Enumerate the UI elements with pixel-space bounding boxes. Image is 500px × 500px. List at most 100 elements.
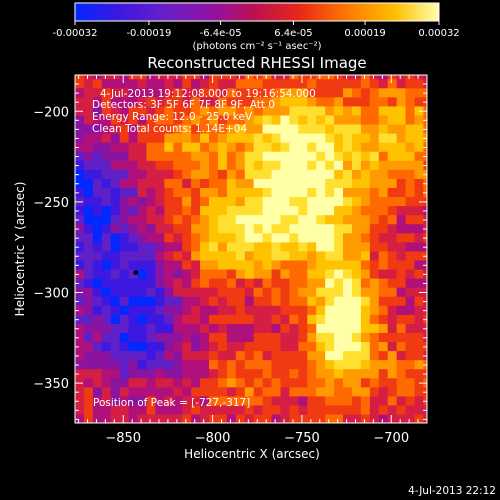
heatmap-cell [262,160,273,170]
heatmap-cell [423,114,427,125]
heatmap-cell [173,205,183,216]
heatmap-cell [396,214,407,225]
heatmap-cell [75,223,85,234]
heatmap-cell [110,223,121,234]
heatmap-cell [235,323,246,333]
heatmap-cell [146,323,157,333]
heatmap-cell [396,78,407,89]
heatmap-cell [298,413,308,423]
heatmap-cell [244,178,255,188]
heatmap-cell [387,187,398,198]
heatmap-cell [110,377,121,388]
heatmap-cell [191,341,201,352]
heatmap-cell [173,250,183,261]
heatmap-cell [343,114,353,125]
heatmap-cell [83,350,94,361]
heatmap-cell [396,395,407,406]
heatmap-cell [369,314,380,324]
heatmap-cell [253,232,264,243]
heatmap-cell [92,151,103,161]
heatmap-cell [280,377,291,388]
heatmap-cell [200,169,210,179]
heatmap-cell [262,78,273,89]
heatmap-cell [137,359,148,370]
heatmap-cell [253,368,264,379]
heatmap-cell [200,223,210,234]
heatmap-cell [280,241,291,252]
colorbar-tick-label: 6.4e-05 [274,28,312,39]
heatmap-cell [334,178,344,188]
heatmap-cell [289,395,299,406]
heatmap-cell [325,214,335,225]
heatmap-cell [378,395,389,406]
heatmap-cell [128,386,139,397]
heatmap-cell [316,214,326,225]
heatmap-cell [334,314,344,324]
heatmap-cell [378,386,389,397]
heatmap-cell [253,314,264,324]
heatmap-cell [423,160,427,170]
heatmap-cell [369,395,380,406]
heatmap-cell [325,377,335,388]
heatmap-cell [271,223,282,234]
heatmap-cell [387,214,398,225]
heatmap-cell [217,105,228,116]
heatmap-cell [137,205,148,216]
heatmap-cell [209,75,219,80]
heatmap-cell [334,96,344,107]
heatmap-cell [164,413,174,423]
heatmap-cell [164,332,174,343]
heatmap-cell [289,160,299,170]
heatmap-cell [316,314,326,324]
heatmap-cell [226,332,237,343]
heatmap-cell [119,305,130,315]
heatmap-cell [191,377,201,388]
heatmap-cell [191,305,201,315]
heatmap-cell [280,178,291,188]
heatmap-cell [334,413,344,423]
heatmap-cell [75,75,85,80]
heatmap-cell [182,368,192,379]
heatmap-cell [101,196,112,207]
heatmap-cell [101,314,112,324]
heatmap-cell [378,75,389,80]
heatmap-cell [217,114,228,125]
heatmap-cell [182,232,192,243]
heatmap-cell [307,314,317,324]
heatmap-cell [289,223,299,234]
heatmap-cell [423,350,427,361]
heatmap-cell [164,169,174,179]
heatmap-cell [271,123,282,134]
heatmap-cell [405,78,416,89]
heatmap-cell [289,368,299,379]
heatmap-cell [191,395,201,406]
heatmap-cell [271,169,282,179]
heatmap-cell [405,359,416,370]
heatmap-cell [173,350,183,361]
heatmap-cell [378,341,389,352]
heatmap-cell [414,296,425,306]
heatmap-cell [360,151,371,161]
heatmap-cell [217,178,228,188]
heatmap-cell [164,268,174,279]
heatmap-cell [155,386,165,397]
heatmap-cell [101,232,112,243]
heatmap-cell [396,205,407,216]
heatmap-cell [244,151,255,161]
heatmap-cell [226,359,237,370]
heatmap-cell [316,332,326,343]
heatmap-cell [101,377,112,388]
heatmap-cell [137,250,148,261]
heatmap-cell [235,232,246,243]
heatmap-cell [378,78,389,89]
heatmap-cell [325,142,335,152]
heatmap-cell [128,178,139,188]
heatmap-cell [351,332,362,343]
heatmap-cell [164,196,174,207]
heatmap-cell [396,386,407,397]
heatmap-cell [226,395,237,406]
heatmap-cell [217,87,228,98]
heatmap-cell [92,133,103,143]
heatmap-cell [92,241,103,252]
heatmap-cell [387,123,398,134]
